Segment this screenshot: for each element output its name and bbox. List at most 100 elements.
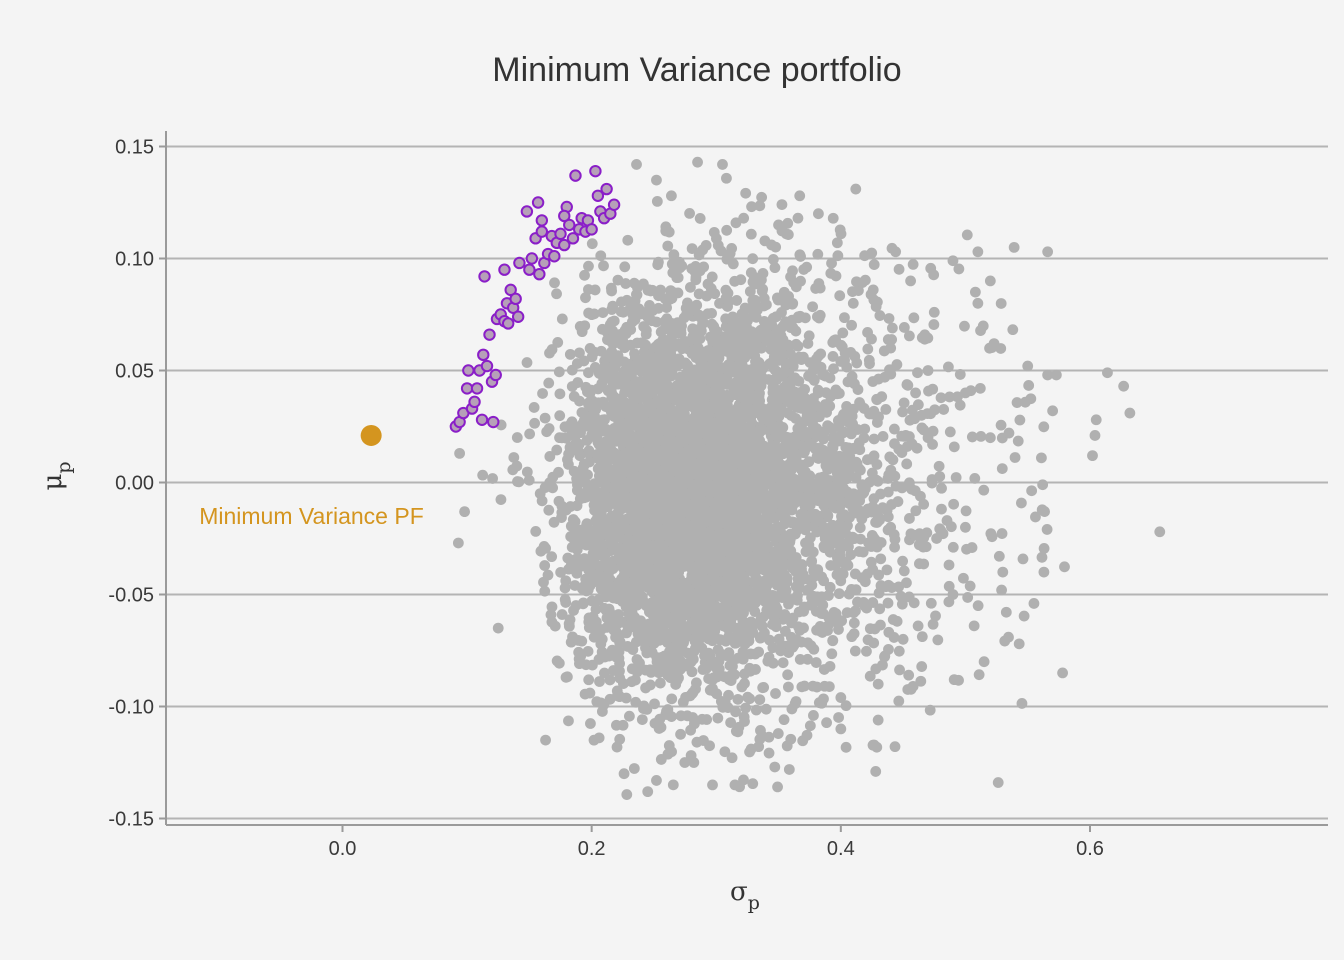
cloud-point — [511, 432, 523, 443]
cloud-point — [1059, 561, 1070, 573]
cloud-point — [598, 497, 609, 509]
cloud-point — [740, 471, 752, 483]
cloud-point — [655, 284, 666, 296]
cloud-point — [677, 696, 689, 708]
cloud-point — [885, 368, 897, 380]
cloud-point — [598, 602, 610, 614]
cloud-point — [944, 426, 956, 438]
cloud-point — [724, 423, 736, 435]
cloud-point — [539, 412, 551, 424]
cloud-point — [613, 476, 625, 488]
cloud-point — [607, 592, 619, 604]
cloud-point — [783, 559, 795, 570]
cloud-point — [730, 706, 741, 718]
cloud-point — [840, 441, 852, 453]
cloud-point — [770, 601, 782, 612]
cloud-point — [477, 469, 489, 481]
cloud-point — [1014, 414, 1026, 426]
cloud-point — [600, 436, 611, 448]
cloud-point — [553, 657, 565, 669]
cloud-point — [782, 669, 794, 681]
cloud-point — [918, 498, 930, 510]
cloud-point — [668, 556, 680, 568]
cloud-point — [681, 308, 693, 320]
cloud-point — [826, 648, 838, 660]
cloud-point — [564, 614, 576, 626]
cloud-point — [821, 507, 832, 519]
cloud-point — [611, 508, 623, 520]
cloud-point — [662, 748, 674, 760]
cloud-point — [606, 304, 618, 315]
cloud-point — [602, 482, 613, 494]
cloud-point — [1009, 452, 1021, 463]
cloud-point — [721, 224, 733, 236]
cloud-point — [652, 576, 664, 588]
cloud-point — [686, 468, 698, 480]
cloud-point — [640, 325, 652, 336]
cloud-point — [897, 406, 909, 418]
cloud-point — [648, 601, 660, 613]
cloud-point — [570, 444, 581, 456]
cloud-point — [811, 526, 823, 538]
y-tick-label: 0.05 — [115, 361, 154, 383]
cloud-point — [787, 612, 799, 624]
cloud-point — [640, 452, 652, 464]
cloud-point — [897, 555, 909, 567]
cloud-point — [664, 367, 676, 379]
cloud-point — [837, 568, 849, 580]
cloud-point — [801, 441, 813, 453]
cloud-point — [653, 531, 665, 543]
cloud-point — [1016, 698, 1028, 709]
cloud-point — [654, 713, 666, 725]
cloud-point — [661, 705, 672, 717]
cloud-point — [643, 542, 654, 554]
cloud-point — [583, 674, 595, 686]
cloud-point — [629, 565, 641, 576]
cloud-point — [841, 607, 853, 618]
cloud-point — [677, 463, 689, 475]
cloud-point — [928, 319, 940, 330]
cloud-point — [851, 357, 863, 369]
cloud-point — [551, 288, 562, 300]
cloud-point — [852, 384, 864, 395]
cloud-point — [625, 611, 637, 623]
cloud-point — [580, 532, 592, 543]
cloud-point — [703, 416, 715, 427]
cloud-point — [619, 261, 631, 273]
cloud-point — [747, 589, 758, 601]
cloud-point — [665, 457, 677, 469]
cloud-point — [627, 309, 639, 321]
cloud-point — [810, 657, 822, 668]
cloud-point — [865, 556, 877, 568]
cloud-point — [710, 371, 722, 383]
cloud-point — [763, 747, 775, 759]
cloud-point — [592, 463, 604, 475]
cloud-point — [809, 508, 821, 520]
cloud-point — [521, 466, 533, 478]
cloud-point — [795, 251, 806, 262]
cloud-point — [908, 312, 920, 324]
cloud-point — [616, 431, 628, 443]
cloud-point — [583, 367, 594, 379]
cloud-point — [706, 307, 717, 319]
cloud-point — [789, 448, 801, 460]
cloud-point — [547, 471, 559, 483]
cloud-point — [769, 262, 781, 274]
cloud-point — [672, 359, 683, 371]
cloud-point — [697, 572, 709, 584]
cloud-point — [828, 363, 839, 375]
cloud-point — [740, 187, 752, 199]
cloud-point — [947, 541, 959, 553]
cloud-point — [604, 674, 616, 686]
cloud-point — [727, 595, 739, 607]
cloud-point — [643, 284, 655, 296]
cloud-point — [668, 249, 680, 261]
cloud-point — [626, 663, 638, 675]
cloud-point — [720, 313, 732, 325]
cloud-point — [604, 538, 616, 549]
cloud-point — [620, 447, 632, 459]
cloud-point — [934, 471, 946, 482]
cloud-point — [1003, 427, 1015, 439]
cloud-point — [707, 685, 719, 697]
cloud-point — [776, 199, 788, 210]
